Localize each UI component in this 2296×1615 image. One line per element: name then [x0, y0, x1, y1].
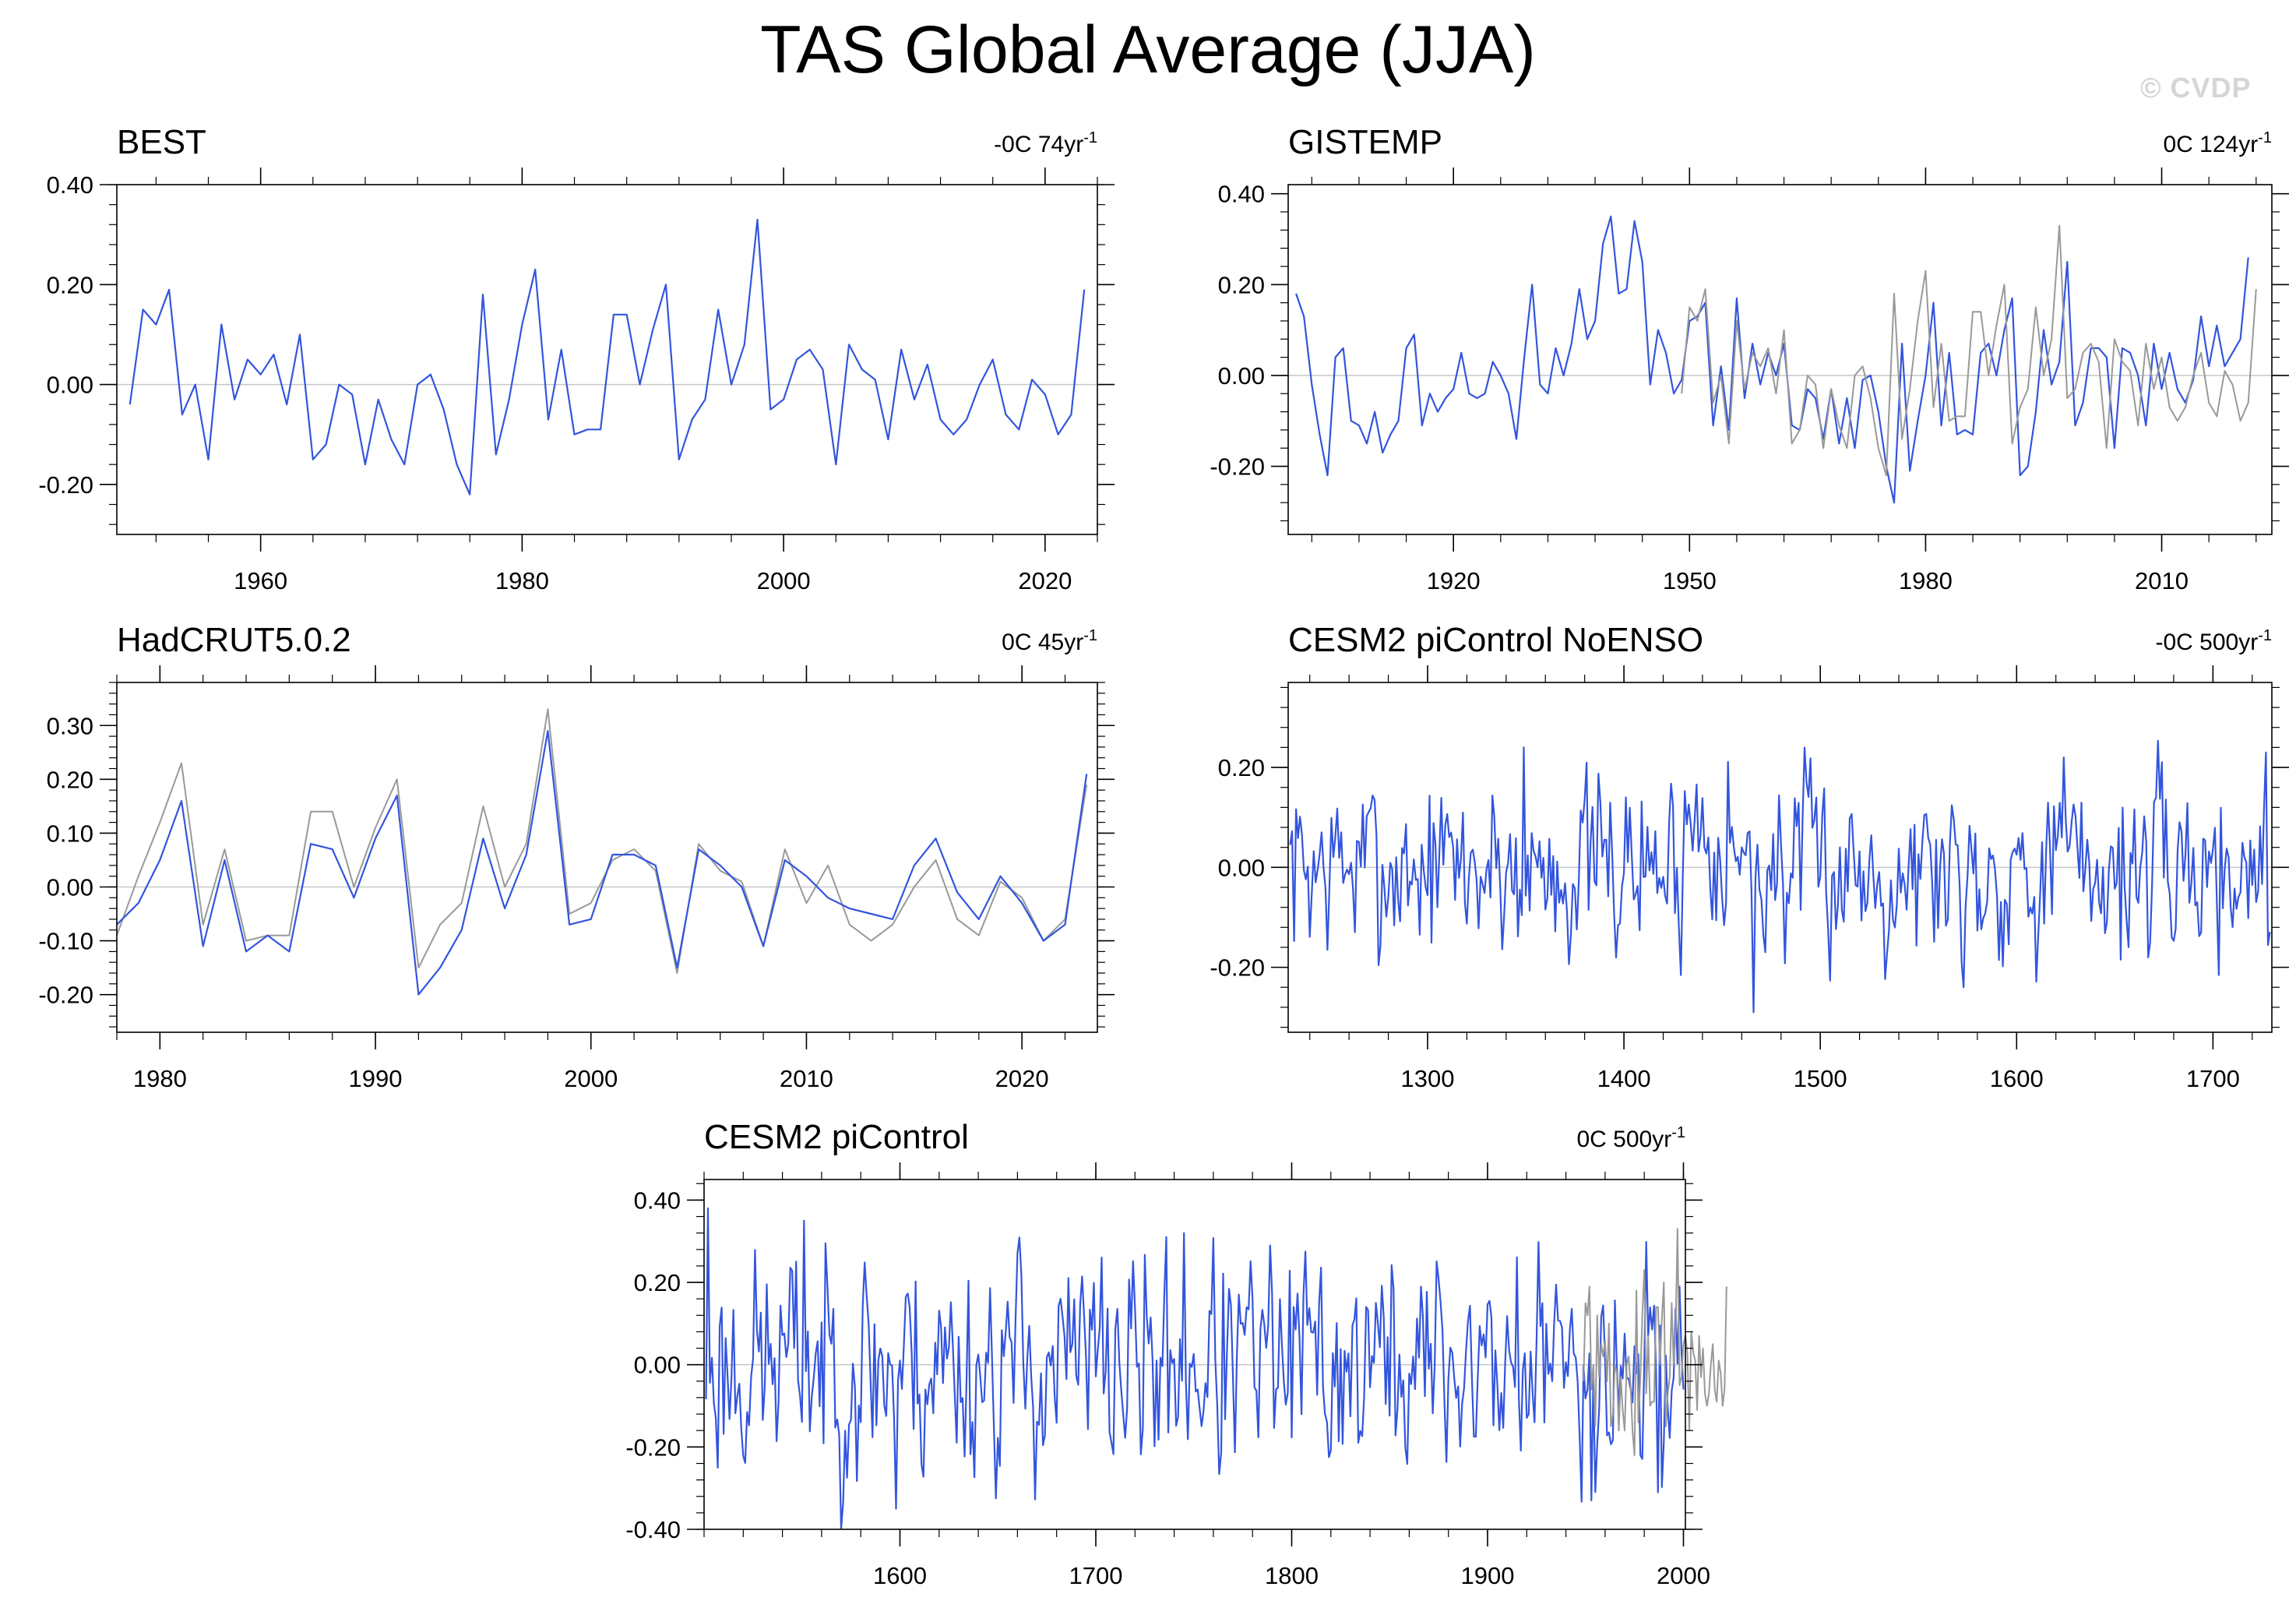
x-tick-label: 1600	[873, 1562, 927, 1589]
y-tick-label: 0.40	[1218, 181, 1265, 208]
y-tick-label: -0.20	[38, 982, 93, 1009]
panel-title: CESM2 piControl NoENSO	[1288, 621, 1703, 659]
x-tick-label: 1980	[133, 1065, 187, 1092]
y-tick-label: -0.20	[38, 471, 93, 499]
y-tick-label: 0.00	[634, 1352, 681, 1379]
x-tick-label: 2010	[2135, 567, 2189, 594]
panel-gistemp: -0.20 0.00 0.20 0.40 1920 1950 1980 2010 GISTEMP…	[1210, 123, 2289, 594]
plot-frame	[1287, 682, 2273, 1033]
reference-series-line	[1583, 1228, 1727, 1456]
trend-label: 0C 45yr-1	[1002, 627, 1097, 655]
y-tick-label: 0.00	[1218, 362, 1265, 390]
y-tick-label: 0.30	[47, 712, 93, 739]
y-tick-label: 0.20	[634, 1269, 681, 1296]
x-tick-label: 1800	[1265, 1562, 1319, 1589]
watermark: © CVDP	[2140, 72, 2252, 104]
reference-series-line	[116, 708, 1088, 974]
y-tick-label: 0.20	[47, 766, 93, 793]
trend-label: 0C 124yr-1	[2163, 129, 2272, 157]
y-tick-label: -0.20	[1210, 453, 1265, 481]
x-tick-label: 1920	[1427, 567, 1481, 594]
series-line	[705, 1207, 1685, 1529]
panel-cesm2-picontrol-noenso: -0.20 0.00 0.20 1300 1400 1500 1600 1700 CESM2 p…	[1210, 621, 2289, 1092]
y-tick-label: -0.10	[38, 928, 93, 955]
trend-label: -0C 500yr-1	[2155, 627, 2272, 655]
y-tick-label: 0.40	[47, 171, 93, 199]
x-tick-label: 1700	[2186, 1065, 2240, 1092]
x-tick-label: 2000	[564, 1065, 618, 1092]
y-tick-label: 0.40	[634, 1187, 681, 1214]
x-tick-label: 2010	[780, 1065, 833, 1092]
plot-frame	[703, 1179, 1686, 1530]
x-tick-label: 1960	[234, 567, 287, 594]
x-tick-label: 1950	[1663, 567, 1717, 594]
x-tick-label: 1300	[1401, 1065, 1455, 1092]
x-tick-label: 2020	[1018, 567, 1072, 594]
x-tick-label: 2000	[757, 567, 811, 594]
y-tick-label: 0.10	[47, 820, 93, 847]
x-tick-label: 1600	[1990, 1065, 2044, 1092]
panel-cesm2-picontrol: -0.40 -0.20 0.00 0.20 0.40 1600 1700 1800 1900 20…	[625, 1118, 1727, 1589]
series-line	[1289, 739, 2271, 1014]
panel-hadcrut5-0-2: -0.20 -0.10 0.00 0.10 0.20 0.30 1980 1990 2000 20…	[38, 621, 1115, 1092]
y-tick-label: 0.00	[47, 873, 93, 901]
panel-title: CESM2 piControl	[704, 1118, 969, 1156]
y-tick-label: 0.20	[47, 271, 93, 298]
x-tick-label: 1400	[1597, 1065, 1651, 1092]
x-tick-label: 1990	[349, 1065, 403, 1092]
y-tick-label: 0.20	[1218, 754, 1265, 781]
trend-label: -0C 74yr-1	[994, 129, 1097, 157]
y-tick-label: -0.20	[625, 1433, 681, 1461]
x-tick-label: 2000	[1657, 1562, 1710, 1589]
plot-frame	[1287, 184, 2273, 535]
x-tick-label: 2020	[995, 1065, 1049, 1092]
x-tick-label: 1980	[1899, 567, 1953, 594]
panel-title: BEST	[117, 123, 206, 161]
y-tick-label: 0.00	[47, 372, 93, 399]
x-tick-label: 1900	[1461, 1562, 1515, 1589]
trend-label: 0C 500yr-1	[1576, 1124, 1685, 1152]
series-line	[1295, 215, 2249, 504]
plot-frame	[116, 184, 1098, 535]
panel-title: HadCRUT5.0.2	[117, 621, 351, 659]
series-line	[129, 218, 1086, 495]
reference-series-line	[1681, 224, 2257, 477]
panel-title: GISTEMP	[1288, 123, 1442, 161]
series-line	[116, 730, 1088, 996]
x-tick-label: 1700	[1069, 1562, 1123, 1589]
plot-frame	[116, 682, 1098, 1033]
x-tick-label: 1500	[1794, 1065, 1847, 1092]
figure-title: TAS Global Average (JJA)	[760, 12, 1536, 87]
panel-best: -0.20 0.00 0.20 0.40 1960 1980 2000 2020 BEST -0C…	[38, 123, 1115, 594]
y-tick-label: 0.20	[1218, 271, 1265, 298]
y-tick-label: 0.00	[1218, 854, 1265, 881]
y-tick-label: -0.40	[625, 1516, 681, 1543]
y-tick-label: -0.20	[1210, 954, 1265, 982]
x-tick-label: 1980	[495, 567, 549, 594]
